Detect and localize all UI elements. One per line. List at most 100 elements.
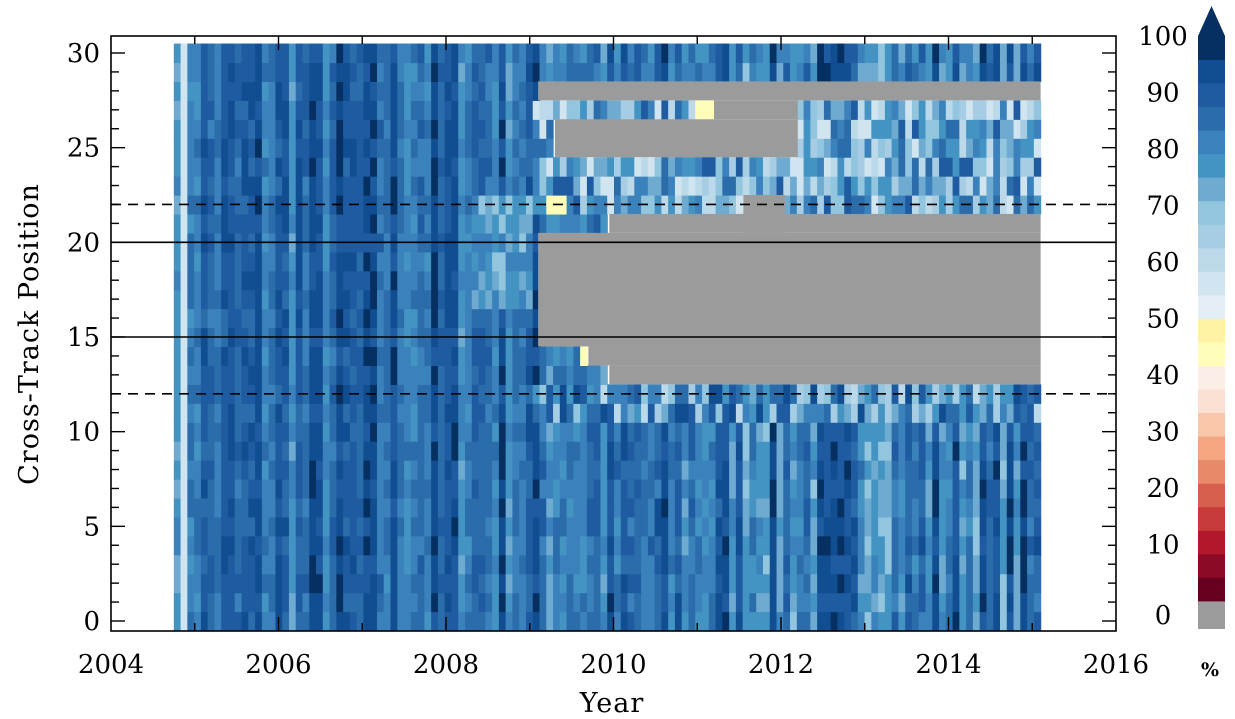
heatmap-cell bbox=[376, 554, 385, 575]
heatmap-cell bbox=[492, 119, 500, 139]
heatmap-cell bbox=[519, 365, 527, 385]
heatmap-cell bbox=[343, 611, 351, 632]
heatmap-cell bbox=[322, 270, 331, 291]
heatmap-cell bbox=[465, 479, 473, 499]
heatmap-cell bbox=[769, 403, 778, 423]
heatmap-cell bbox=[1013, 176, 1021, 196]
heatmap-cell bbox=[376, 611, 385, 632]
heatmap-cell bbox=[410, 195, 419, 215]
heatmap-cell bbox=[756, 554, 764, 575]
heatmap-cell bbox=[613, 611, 622, 632]
heatmap-cell bbox=[952, 176, 960, 196]
heatmap-cell bbox=[647, 43, 656, 64]
heatmap-cell bbox=[498, 157, 507, 177]
heatmap-cell bbox=[539, 43, 547, 64]
heatmap-cell bbox=[329, 422, 337, 442]
heatmap-cell bbox=[749, 157, 757, 177]
heatmap-cell bbox=[302, 497, 310, 518]
heatmap-cell bbox=[322, 195, 331, 215]
heatmap-cell bbox=[309, 573, 317, 594]
heatmap-cell bbox=[925, 403, 933, 423]
heatmap-cell bbox=[1020, 100, 1028, 120]
heatmap-cell bbox=[844, 573, 852, 594]
heatmap-cell bbox=[600, 592, 608, 613]
heatmap-cell bbox=[376, 119, 385, 139]
heatmap-cell bbox=[512, 592, 520, 613]
heatmap-cell bbox=[769, 592, 778, 613]
heatmap-cell bbox=[702, 497, 710, 518]
heatmap-cell bbox=[444, 535, 453, 556]
heatmap-cell bbox=[783, 195, 791, 215]
heatmap-cell bbox=[255, 100, 263, 120]
heatmap-cell bbox=[525, 81, 534, 101]
heatmap-cell bbox=[932, 119, 940, 139]
heatmap-cell bbox=[431, 138, 439, 158]
heatmap-cell bbox=[830, 441, 839, 461]
heatmap-cell bbox=[465, 119, 473, 139]
missing-data-region bbox=[609, 365, 1041, 385]
heatmap-cell bbox=[268, 403, 276, 423]
colorbar-swatch bbox=[1198, 389, 1225, 414]
heatmap-cell bbox=[871, 441, 879, 461]
heatmap-cell bbox=[539, 119, 547, 139]
heatmap-cell bbox=[349, 308, 358, 329]
heatmap-cell bbox=[458, 346, 466, 366]
heatmap-cell bbox=[1027, 460, 1035, 480]
heatmap-cell bbox=[356, 535, 365, 556]
heatmap-cell bbox=[227, 270, 236, 291]
heatmap-cell bbox=[762, 497, 771, 518]
heatmap-cell bbox=[444, 365, 453, 385]
heatmap-cell bbox=[600, 62, 608, 82]
heatmap-cell bbox=[593, 422, 602, 442]
heatmap-cell bbox=[322, 441, 331, 461]
heatmap-cell bbox=[485, 460, 493, 480]
heatmap-cell bbox=[823, 157, 832, 177]
heatmap-cell bbox=[647, 592, 656, 613]
heatmap-cell bbox=[194, 176, 202, 196]
heatmap-cell bbox=[532, 573, 541, 594]
heatmap-cell bbox=[227, 422, 236, 442]
heatmap-cell bbox=[573, 213, 581, 234]
heatmap-cell bbox=[735, 516, 744, 537]
heatmap-cell bbox=[559, 176, 568, 196]
heatmap-cell bbox=[349, 289, 358, 310]
heatmap-cell bbox=[559, 365, 568, 385]
heatmap-cell bbox=[336, 554, 344, 575]
heatmap-cell bbox=[702, 535, 710, 556]
heatmap-cell bbox=[485, 516, 493, 537]
heatmap-cell bbox=[458, 289, 466, 310]
heatmap-cell bbox=[370, 497, 378, 518]
heatmap-cell bbox=[864, 176, 872, 196]
heatmap-cell bbox=[607, 157, 615, 177]
heatmap-cell bbox=[383, 554, 392, 575]
heatmap-cell bbox=[383, 270, 392, 291]
heatmap-cell bbox=[356, 100, 365, 120]
heatmap-cell bbox=[282, 157, 290, 177]
heatmap-cell bbox=[918, 100, 927, 120]
heatmap-cell bbox=[593, 554, 602, 575]
heatmap-cell bbox=[363, 251, 371, 272]
heatmap-cell bbox=[593, 479, 602, 499]
heatmap-cell bbox=[492, 365, 500, 385]
heatmap-cell bbox=[695, 592, 703, 613]
heatmap-cell bbox=[580, 403, 588, 423]
heatmap-cell bbox=[200, 289, 209, 310]
heatmap-cell bbox=[722, 441, 730, 461]
heatmap-cell bbox=[194, 441, 202, 461]
heatmap-cell bbox=[661, 497, 669, 518]
heatmap-cell bbox=[532, 497, 541, 518]
heatmap-cell bbox=[796, 573, 805, 594]
heatmap-cell bbox=[647, 554, 656, 575]
heatmap-cell bbox=[383, 176, 392, 196]
heatmap-cell bbox=[288, 346, 297, 366]
heatmap-cell bbox=[431, 157, 439, 177]
heatmap-cell bbox=[837, 119, 845, 139]
heatmap-cell bbox=[180, 100, 188, 120]
heatmap-cell bbox=[485, 308, 493, 329]
heatmap-cell bbox=[478, 62, 486, 82]
heatmap-cell bbox=[607, 176, 615, 196]
heatmap-cell bbox=[248, 535, 256, 556]
heatmap-cell bbox=[227, 213, 236, 234]
heatmap-cell bbox=[864, 460, 872, 480]
heatmap-cell bbox=[309, 346, 317, 366]
